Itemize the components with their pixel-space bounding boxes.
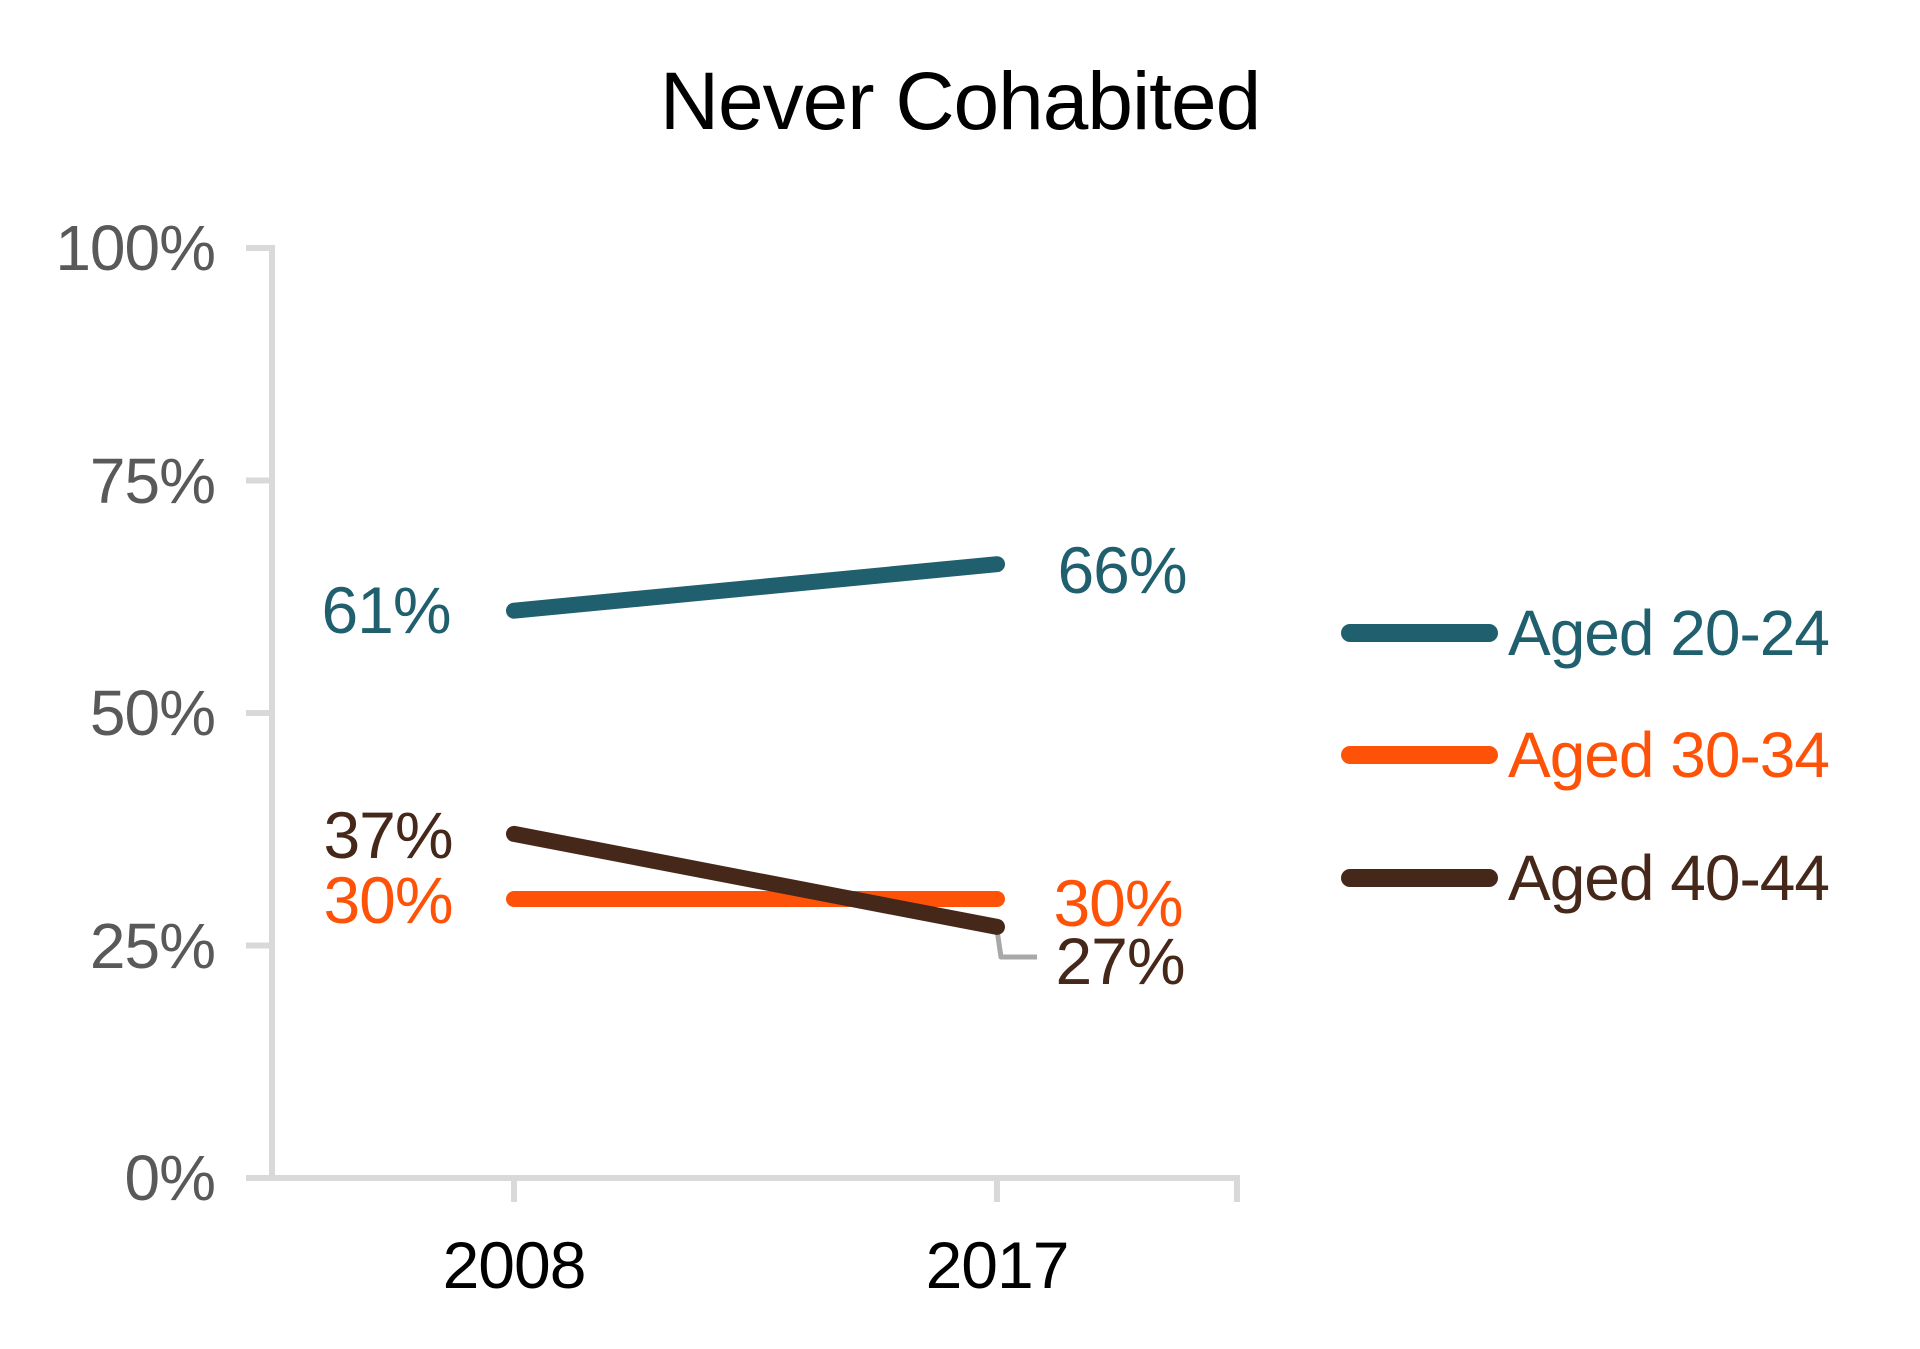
axis-lines xyxy=(246,245,1240,1202)
legend-item-aged-20-24: Aged 20-24 xyxy=(1341,597,1901,669)
y-tick-label-75: 75% xyxy=(89,445,216,517)
value-label-aged-30-34-2017: 30% xyxy=(1053,866,1183,940)
x-tick-label-2008: 2008 xyxy=(442,1228,587,1302)
value-label-aged-30-34-2008: 30% xyxy=(323,863,453,937)
legend-swatch-aged-20-24 xyxy=(1341,624,1498,642)
value-label-aged-40-44-2017: 27% xyxy=(1055,924,1185,998)
legend-label-aged-20-24: Aged 20-24 xyxy=(1508,597,1830,669)
legend-item-aged-40-44: Aged 40-44 xyxy=(1341,842,1901,914)
axis-frame xyxy=(269,245,1240,1202)
y-tick-marks xyxy=(246,245,272,1181)
legend-item-aged-30-34: Aged 30-34 xyxy=(1341,719,1901,791)
series-lines xyxy=(506,556,1005,935)
y-tick-label-100: 100% xyxy=(55,212,216,284)
x-tick-label-2017: 2017 xyxy=(925,1228,1070,1302)
value-label-aged-20-24-2008: 61% xyxy=(321,573,451,647)
x-tick-marks xyxy=(511,1178,1000,1202)
series-line-aged-20-24 xyxy=(506,556,1005,619)
value-label-aged-20-24-2017: 66% xyxy=(1057,533,1187,607)
legend-swatch-aged-30-34 xyxy=(1341,746,1498,764)
legend-label-aged-40-44: Aged 40-44 xyxy=(1508,842,1830,914)
value-label-aged-40-44-2008: 37% xyxy=(323,798,453,872)
y-tick-label-25: 25% xyxy=(89,910,216,982)
chart-title: Never Cohabited xyxy=(659,56,1261,147)
legend-label-aged-30-34: Aged 30-34 xyxy=(1508,719,1830,791)
legend-swatch-aged-40-44 xyxy=(1341,869,1498,887)
label-leader-line xyxy=(994,929,1037,960)
y-tick-label-0: 0% xyxy=(124,1142,217,1214)
y-tick-label-50: 50% xyxy=(89,677,216,749)
series-line-aged-40-44 xyxy=(506,825,1005,935)
